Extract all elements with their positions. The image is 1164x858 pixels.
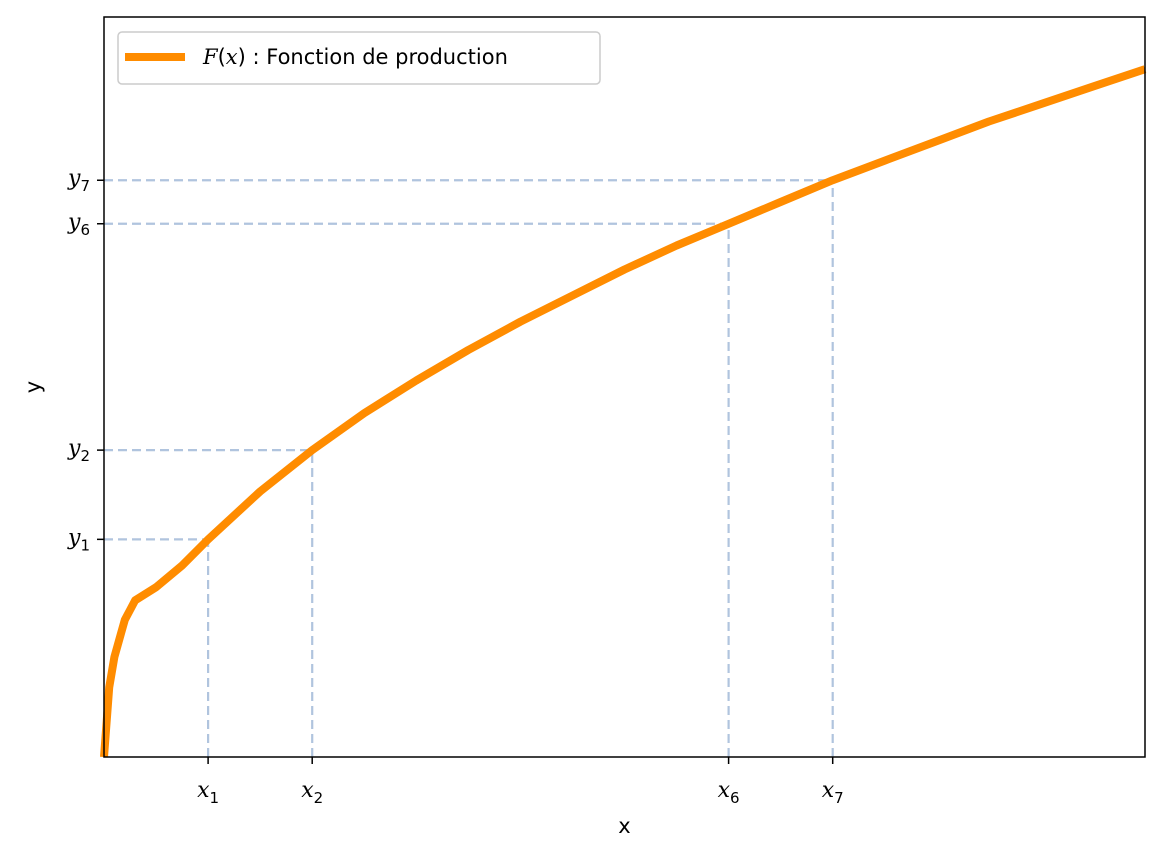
x-tick-label-0: x1 [197,778,219,807]
legend: F(x) : Fonction de production [117,31,601,85]
series-layer [100,65,1147,758]
legend-label: F(x) : Fonction de production [202,45,508,69]
legend-box [117,31,601,85]
x-tick-label-1: x2 [301,778,323,807]
y-tick-label-2: y6 [67,210,90,239]
plot-frame [103,16,1146,758]
x-tick-label-3: x7 [822,778,844,807]
series-line-0 [100,65,1147,758]
x-axis-label: x [618,814,630,838]
y-tick-label-3: y7 [67,166,90,195]
x-tick-label-2: x6 [718,778,740,807]
y-tick-label-0: y1 [67,525,90,554]
tick-layer: x1 y1 x2 y2 x6 y6 x7 y7 [67,166,844,807]
y-axis-label: y [21,381,45,393]
y-tick-label-1: y2 [67,436,90,465]
guide-lines [104,179,834,757]
